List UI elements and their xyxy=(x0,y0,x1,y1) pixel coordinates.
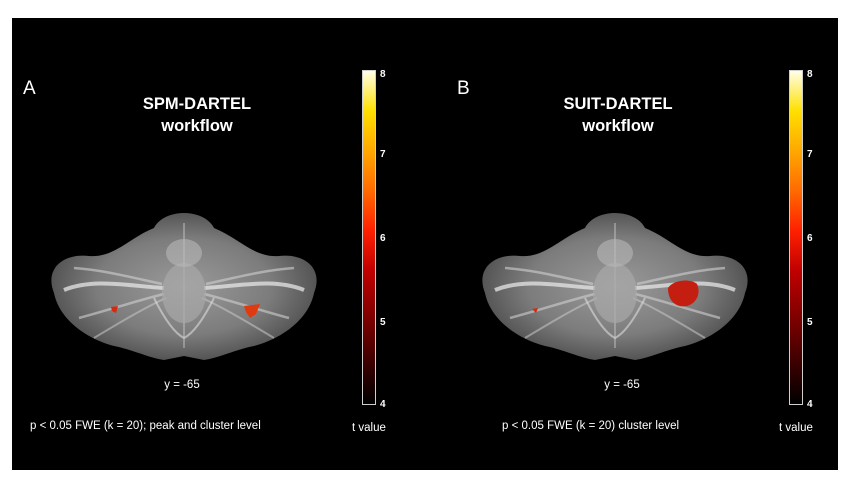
panel-title: SPM-DARTEL workflow xyxy=(92,93,302,137)
colorbar-label: t value xyxy=(779,422,813,434)
activation-right xyxy=(668,280,699,307)
colorbar-tick-4: 4 xyxy=(380,399,386,410)
panel-title-line2: workflow xyxy=(161,117,233,135)
panel-title-line2: workflow xyxy=(582,117,654,135)
panel-a: A SPM-DARTEL workflow xyxy=(12,18,425,470)
threshold-caption: p < 0.05 FWE (k = 20) cluster level xyxy=(502,420,680,432)
colorbar-tick-4: 4 xyxy=(807,399,813,410)
colorbar-tick-7: 7 xyxy=(380,149,386,160)
panel-b: B SUIT-DARTEL workflow xyxy=(425,18,838,470)
slice-coordinate: y = -65 xyxy=(164,379,200,391)
panel-title-line1: SPM-DARTEL xyxy=(142,95,252,113)
slice-coordinate: y = -65 xyxy=(604,379,640,391)
activation-left xyxy=(532,308,538,313)
panel-letter: B xyxy=(457,78,470,99)
colorbar-tick-8: 8 xyxy=(380,69,386,80)
colorbar-tick-6: 6 xyxy=(807,233,813,244)
threshold-caption: p < 0.05 FWE (k = 20); peak and cluster … xyxy=(30,420,261,432)
panel-letter: A xyxy=(23,78,36,99)
colorbar-tick-6: 6 xyxy=(380,233,386,244)
panel-title-line1: SUIT-DARTEL xyxy=(563,95,673,113)
activation-right xyxy=(244,304,260,318)
panel-title: SUIT-DARTEL workflow xyxy=(513,93,723,137)
activation-left xyxy=(111,306,118,313)
colorbar-tick-5: 5 xyxy=(807,317,813,328)
cerebellum-slice-image xyxy=(482,213,748,360)
colorbar xyxy=(362,70,376,405)
figure: A SPM-DARTEL workflow xyxy=(12,18,838,470)
cerebellum-slice-image xyxy=(51,213,317,360)
colorbar-tick-5: 5 xyxy=(380,317,386,328)
colorbar-tick-8: 8 xyxy=(807,69,813,80)
colorbar-tick-7: 7 xyxy=(807,149,813,160)
colorbar-label: t value xyxy=(352,422,386,434)
colorbar xyxy=(789,70,803,405)
